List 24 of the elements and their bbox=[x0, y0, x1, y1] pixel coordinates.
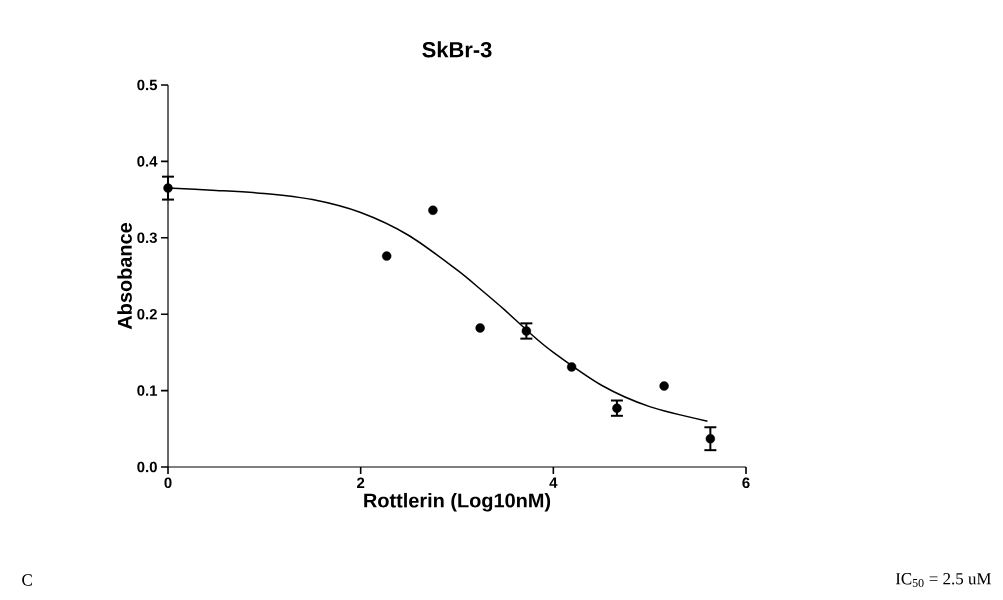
x-tick-label: 4 bbox=[549, 477, 558, 488]
y-tick-label: 0.4 bbox=[137, 156, 158, 167]
point bbox=[163, 183, 173, 193]
x-tick-label: 2 bbox=[357, 477, 365, 488]
point bbox=[475, 323, 485, 333]
point bbox=[705, 434, 716, 444]
point bbox=[521, 326, 532, 336]
y-tick-label: 0.3 bbox=[137, 232, 157, 244]
x-tick-label: 6 bbox=[742, 477, 750, 489]
x-axis-title: Rottlerin (Log10nM) bbox=[364, 492, 551, 512]
point bbox=[659, 381, 669, 391]
y-tick-label: 0.1 bbox=[137, 385, 158, 396]
x-tick-label: 0 bbox=[164, 477, 172, 489]
text: IC$_{50}$ = 2.5 uM bbox=[895, 573, 991, 587]
point bbox=[566, 362, 577, 372]
y-axis-title: Absobance bbox=[117, 222, 132, 330]
chart-title: SkBr-3 bbox=[422, 41, 492, 58]
point bbox=[381, 251, 392, 261]
y-tick-label: 0.5 bbox=[137, 79, 158, 91]
point bbox=[612, 403, 622, 413]
y-tick-label: 0.2 bbox=[137, 308, 157, 320]
point bbox=[428, 205, 438, 215]
y-tick-label: 0.0 bbox=[137, 461, 157, 473]
text: C bbox=[22, 574, 32, 586]
